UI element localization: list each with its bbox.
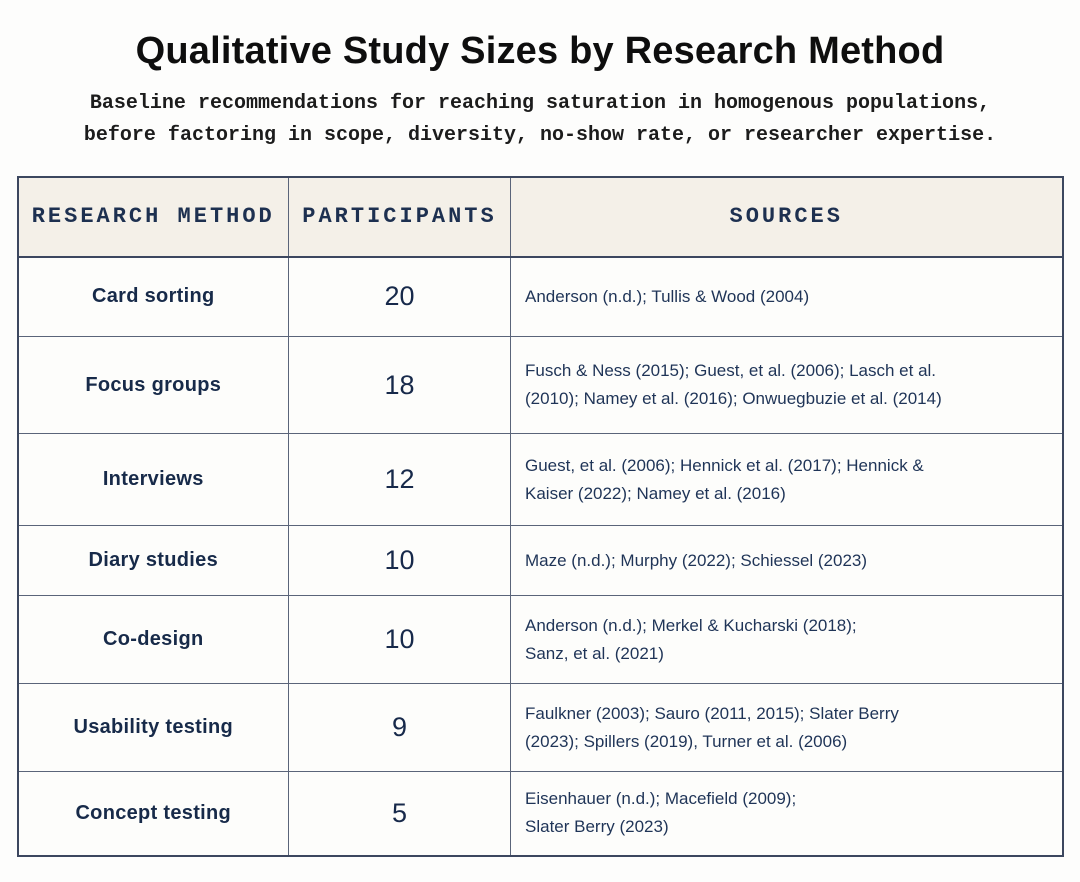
header-row: RESEARCH METHOD PARTICIPANTS SOURCES [17,176,1063,258]
sources-cell: Anderson (n.d.); Merkel & Kucharski (201… [510,595,1063,685]
method-cell: Interviews [17,433,289,527]
method-cell: Concept testing [17,771,289,857]
table-row: Diary studies 10 Maze (n.d.); Murphy (20… [17,525,1063,597]
table-row: Concept testing 5 Eisenhauer (n.d.); Mac… [17,771,1063,857]
sources-cell: Fusch & Ness (2015); Guest, et al. (2006… [510,336,1063,435]
participants-cell: 10 [288,525,511,597]
sources-cell: Anderson (n.d.); Tullis & Wood (2004) [510,256,1063,338]
table-row: Usability testing 9 Faulkner (2003); Sau… [17,683,1063,773]
participants-cell: 12 [288,433,511,527]
participants-cell: 18 [288,336,511,435]
method-cell: Diary studies [17,525,289,597]
participants-cell: 20 [288,256,511,338]
method-cell: Co-design [17,595,289,685]
method-cell: Focus groups [17,336,289,435]
subtitle-line-2: before factoring in scope, diversity, no… [83,123,997,147]
table-row: Focus groups 18 Fusch & Ness (2015); Gue… [17,336,1063,435]
study-sizes-table: RESEARCH METHOD PARTICIPANTS SOURCES Car… [16,175,1064,857]
method-cell: Card sorting [17,256,289,338]
table-row: Co-design 10 Anderson (n.d.); Merkel & K… [17,595,1063,685]
sources-cell: Guest, et al. (2006); Hennick et al. (20… [510,433,1063,527]
column-header-research-method: RESEARCH METHOD [17,176,289,258]
page-subtitle: Baseline recommendations for reaching sa… [0,88,1080,152]
sources-cell: Faulkner (2003); Sauro (2011, 2015); Sla… [510,683,1063,773]
subtitle-line-1: Baseline recommendations for reaching sa… [89,91,991,115]
participants-cell: 9 [288,683,511,773]
table-row: Card sorting 20 Anderson (n.d.); Tullis … [17,256,1063,338]
participants-cell: 5 [288,771,511,857]
sources-cell: Maze (n.d.); Murphy (2022); Schiessel (2… [510,525,1063,597]
table-row: Interviews 12 Guest, et al. (2006); Henn… [17,433,1063,527]
column-header-participants: PARTICIPANTS [288,176,511,258]
page-title: Qualitative Study Sizes by Research Meth… [135,30,945,72]
table-body: Card sorting 20 Anderson (n.d.); Tullis … [17,256,1063,857]
participants-cell: 10 [288,595,511,685]
method-cell: Usability testing [17,683,289,773]
column-header-sources: SOURCES [510,176,1063,258]
table-header: RESEARCH METHOD PARTICIPANTS SOURCES [17,176,1063,258]
sources-cell: Eisenhauer (n.d.); Macefield (2009); Sla… [510,771,1063,857]
